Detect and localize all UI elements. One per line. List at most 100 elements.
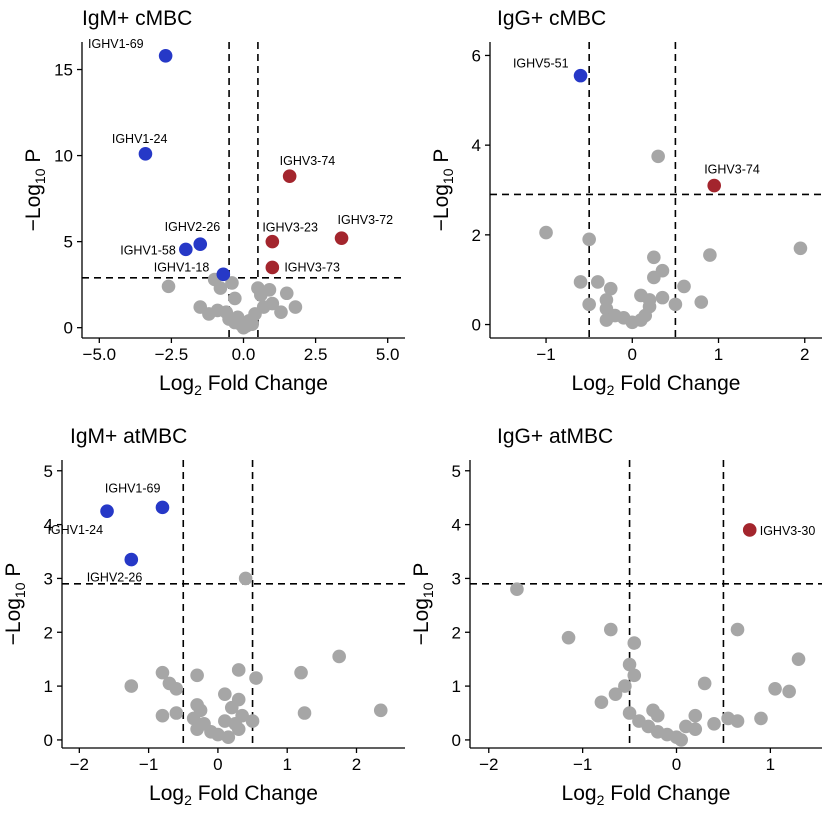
- x-tick-label: −1: [573, 755, 592, 774]
- x-axis-label: Log2 Fold Change: [149, 782, 318, 808]
- x-tick-label: 1: [282, 755, 291, 774]
- x-tick-label: −2: [479, 755, 498, 774]
- point-downregulated: [216, 267, 231, 282]
- point-not-significant: [265, 296, 280, 311]
- point-label: IGHV3-23: [262, 221, 318, 235]
- x-axis-label: Log2 Fold Change: [572, 372, 741, 398]
- point-not-significant: [730, 622, 745, 637]
- y-tick-label: 4: [44, 516, 53, 535]
- point-not-significant: [245, 317, 259, 332]
- point-downregulated: [100, 504, 114, 518]
- y-tick-label: 3: [452, 569, 461, 588]
- point-not-significant: [627, 668, 642, 683]
- y-tick-label: 0: [44, 731, 53, 750]
- x-tick-label: 2: [800, 345, 809, 364]
- y-tick-label: 10: [54, 147, 73, 166]
- point-not-significant: [161, 279, 176, 294]
- x-tick-label: 2.5: [304, 345, 328, 364]
- point-not-significant: [573, 275, 588, 289]
- point-label: IGHV1-69: [105, 481, 161, 495]
- point-not-significant: [599, 313, 614, 327]
- point-not-significant: [288, 300, 303, 314]
- point-downregulated: [158, 48, 173, 63]
- point-not-significant: [627, 636, 642, 650]
- x-tick-label: 0: [628, 345, 637, 364]
- x-tick-label: 0: [672, 755, 681, 774]
- y-tick-label: 0: [452, 731, 461, 750]
- point-not-significant: [332, 649, 346, 664]
- point-label: IGHV1-58: [120, 243, 176, 257]
- y-tick-label: 0: [472, 316, 481, 335]
- x-tick-label: 1: [766, 755, 775, 774]
- point-label: IGHV1-24: [47, 523, 103, 537]
- point-not-significant: [668, 297, 683, 312]
- point-not-significant: [190, 722, 204, 736]
- point-downregulated: [124, 552, 139, 567]
- point-label: IGHV3-30: [760, 524, 816, 538]
- y-tick-label: 6: [472, 46, 481, 65]
- y-tick-label: 0: [64, 319, 73, 338]
- point-upregulated: [742, 523, 757, 537]
- point-downregulated: [193, 237, 208, 252]
- point-not-significant: [703, 248, 717, 262]
- y-axis-label: −Log10 P: [430, 149, 456, 232]
- point-label: IGHV3-73: [284, 260, 340, 274]
- point-not-significant: [245, 714, 260, 728]
- point-label: IGHV2-26: [165, 220, 221, 234]
- x-axis-label: Log2 Fold Change: [159, 372, 328, 398]
- point-label: IGHV1-24: [112, 132, 168, 146]
- point-not-significant: [768, 681, 782, 696]
- x-tick-label: −2: [70, 755, 89, 774]
- point-not-significant: [249, 671, 263, 685]
- point-not-significant: [190, 668, 204, 683]
- point-not-significant: [224, 700, 239, 715]
- point-not-significant: [510, 582, 524, 596]
- point-not-significant: [230, 310, 245, 325]
- x-tick-label: 1: [714, 345, 723, 364]
- point-not-significant: [211, 727, 225, 742]
- point-not-significant: [608, 687, 623, 701]
- point-not-significant: [650, 725, 665, 739]
- y-axis-label: −Log10 P: [2, 563, 28, 646]
- point-not-significant: [622, 706, 637, 720]
- point-downregulated: [138, 147, 153, 161]
- point-not-significant: [697, 676, 712, 691]
- point-not-significant: [561, 630, 576, 645]
- point-downregulated: [573, 68, 588, 83]
- point-not-significant: [622, 657, 637, 672]
- point-not-significant: [677, 279, 691, 294]
- point-label: IGHV5-51: [513, 57, 569, 71]
- point-not-significant: [707, 716, 721, 731]
- point-not-significant: [225, 276, 239, 290]
- point-not-significant: [754, 711, 768, 726]
- point-not-significant: [274, 305, 288, 319]
- y-tick-label: 4: [472, 136, 481, 155]
- point-not-significant: [594, 695, 609, 710]
- y-axis-label: −Log10 P: [22, 149, 48, 232]
- point-downregulated: [179, 242, 193, 257]
- point-not-significant: [647, 250, 661, 265]
- point-label: IGHV2-26: [87, 571, 143, 585]
- x-tick-label: −1: [139, 755, 158, 774]
- point-not-significant: [650, 708, 665, 723]
- point-not-significant: [582, 297, 596, 312]
- point-not-significant: [651, 149, 665, 164]
- point-not-significant: [218, 714, 232, 728]
- point-label: IGHV3-72: [338, 213, 394, 227]
- point-not-significant: [791, 652, 806, 666]
- y-tick-label: 2: [472, 226, 481, 245]
- y-tick-label: 2: [452, 623, 461, 642]
- y-tick-label: 4: [452, 516, 461, 535]
- point-upregulated: [334, 231, 349, 245]
- point-label: IGHV3-74: [704, 163, 760, 177]
- point-not-significant: [213, 281, 228, 295]
- point-not-significant: [218, 687, 232, 701]
- point-not-significant: [618, 679, 632, 693]
- x-tick-label: −1: [536, 345, 555, 364]
- point-upregulated: [265, 260, 280, 275]
- y-tick-label: 2: [44, 623, 53, 642]
- point-not-significant: [539, 225, 553, 240]
- panel-title: IgG+ atMBC: [497, 425, 613, 448]
- point-not-significant: [603, 281, 618, 296]
